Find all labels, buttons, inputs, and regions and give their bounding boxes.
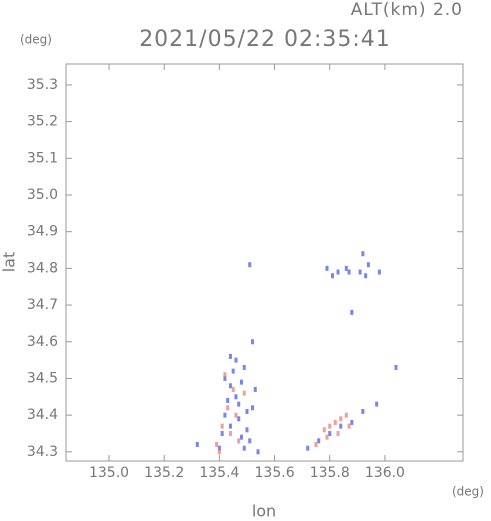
radar-point: [375, 401, 379, 407]
radar-point: [237, 401, 241, 407]
y-unit: (deg): [20, 33, 52, 47]
radar-point: [234, 412, 238, 418]
plot-frame: [65, 63, 464, 462]
radar-point: [250, 405, 254, 411]
radar-point: [245, 408, 249, 414]
y-tick-label: 35.2: [27, 114, 58, 130]
radar-point: [322, 427, 326, 433]
radar-point: [223, 412, 227, 418]
radar-point: [328, 430, 332, 436]
x-tick-label: 135.6: [255, 465, 295, 481]
radar-point: [215, 441, 219, 447]
radar-point: [366, 262, 370, 268]
y-tick-label: 35.3: [27, 77, 58, 93]
radar-point: [325, 265, 329, 271]
x-tick-label: 136.0: [365, 465, 405, 481]
y-axis-label: lat: [0, 252, 19, 273]
y-tick-label: 34.4: [27, 407, 58, 423]
y-tick-label: 35.1: [27, 150, 58, 166]
radar-point: [339, 423, 343, 429]
radar-point: [242, 445, 246, 451]
altitude-label: ALT(km) 2.0: [351, 0, 463, 20]
radar-point: [234, 357, 238, 363]
radar-point: [253, 386, 257, 392]
radar-point: [242, 390, 246, 396]
radar-point: [347, 269, 351, 275]
radar-point: [217, 449, 221, 455]
radar-point: [339, 416, 343, 422]
radar-point: [242, 364, 246, 370]
radar-point: [220, 430, 224, 436]
radar-point: [350, 309, 354, 315]
y-tick-label: 34.9: [27, 224, 58, 240]
radar-point: [358, 269, 362, 275]
y-tick-label: 34.7: [27, 297, 58, 313]
radar-point: [231, 368, 235, 374]
chart-title: 2021/05/22 02:35:41: [139, 27, 391, 52]
radar-point: [336, 269, 340, 275]
radar-point: [234, 394, 238, 400]
radar-point: [317, 438, 321, 444]
x-unit: (deg): [452, 485, 484, 499]
radar-point: [228, 353, 232, 359]
radar-point: [394, 364, 398, 370]
radar-point: [361, 408, 365, 414]
radar-point: [248, 438, 252, 444]
radar-point: [239, 379, 243, 385]
radar-point: [223, 375, 227, 381]
y-tick-label: 34.8: [27, 260, 58, 276]
radar-point: [336, 430, 340, 436]
radar-point: [245, 427, 249, 433]
x-tick-label: 135.0: [89, 465, 129, 481]
x-tick-label: 135.2: [144, 465, 184, 481]
radar-point: [223, 372, 227, 378]
radar-point: [256, 449, 260, 455]
radar-point: [364, 273, 368, 279]
radar-point: [331, 273, 335, 279]
radar-point: [344, 412, 348, 418]
radar-point: [328, 423, 332, 429]
x-tick-label: 135.4: [199, 465, 239, 481]
radar-point: [306, 445, 310, 451]
y-tick-label: 34.5: [27, 370, 58, 386]
y-tick-label: 34.3: [27, 444, 58, 460]
y-tick-label: 35.0: [27, 187, 58, 203]
radar-point: [347, 423, 351, 429]
radar-point: [217, 445, 221, 451]
radar-point: [377, 269, 381, 275]
x-axis-label: lon: [252, 502, 276, 521]
radar-point: [250, 339, 254, 345]
radar-point: [228, 423, 232, 429]
radar-point: [228, 383, 232, 389]
radar-point: [220, 423, 224, 429]
x-tick-label: 135.8: [310, 465, 350, 481]
radar-point: [325, 434, 329, 440]
radar-point: [237, 416, 241, 422]
radar-point: [195, 441, 199, 447]
radar-point: [333, 419, 337, 425]
radar-point: [314, 441, 318, 447]
radar-point: [237, 438, 241, 444]
radar-point: [350, 419, 354, 425]
radar-point: [361, 251, 365, 257]
radar-point: [226, 397, 230, 403]
radar-point: [248, 262, 252, 268]
radar-point: [228, 430, 232, 436]
radar-point: [239, 434, 243, 440]
y-tick-label: 34.6: [27, 334, 58, 350]
radar-point: [344, 265, 348, 271]
radar-point: [231, 386, 235, 392]
radar-point: [226, 405, 230, 411]
